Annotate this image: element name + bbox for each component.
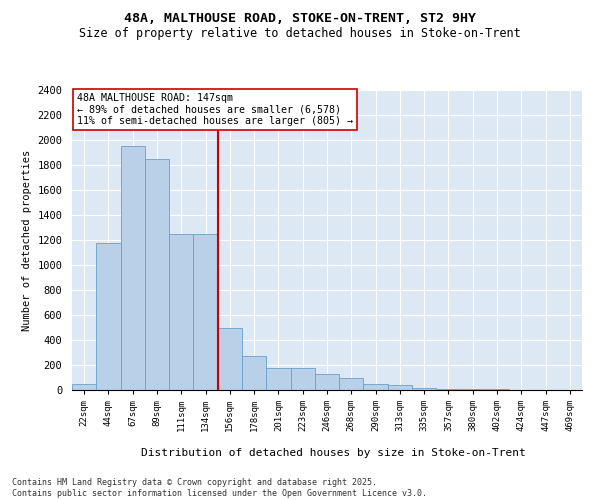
Text: 48A MALTHOUSE ROAD: 147sqm
← 89% of detached houses are smaller (6,578)
11% of s: 48A MALTHOUSE ROAD: 147sqm ← 89% of deta…: [77, 93, 353, 126]
Bar: [364, 384, 388, 390]
Bar: [169, 234, 193, 390]
Bar: [72, 384, 96, 390]
Text: 48A, MALTHOUSE ROAD, STOKE-ON-TRENT, ST2 9HY: 48A, MALTHOUSE ROAD, STOKE-ON-TRENT, ST2…: [124, 12, 476, 26]
Bar: [218, 328, 242, 390]
Bar: [388, 385, 412, 390]
Bar: [242, 356, 266, 390]
Bar: [96, 243, 121, 390]
Text: Size of property relative to detached houses in Stoke-on-Trent: Size of property relative to detached ho…: [79, 28, 521, 40]
Bar: [266, 368, 290, 390]
Y-axis label: Number of detached properties: Number of detached properties: [22, 150, 32, 330]
Text: Distribution of detached houses by size in Stoke-on-Trent: Distribution of detached houses by size …: [140, 448, 526, 458]
Bar: [121, 146, 145, 390]
Text: Contains HM Land Registry data © Crown copyright and database right 2025.
Contai: Contains HM Land Registry data © Crown c…: [12, 478, 427, 498]
Bar: [339, 378, 364, 390]
Bar: [436, 389, 461, 390]
Bar: [193, 234, 218, 390]
Bar: [412, 388, 436, 390]
Bar: [290, 368, 315, 390]
Bar: [315, 374, 339, 390]
Bar: [145, 159, 169, 390]
